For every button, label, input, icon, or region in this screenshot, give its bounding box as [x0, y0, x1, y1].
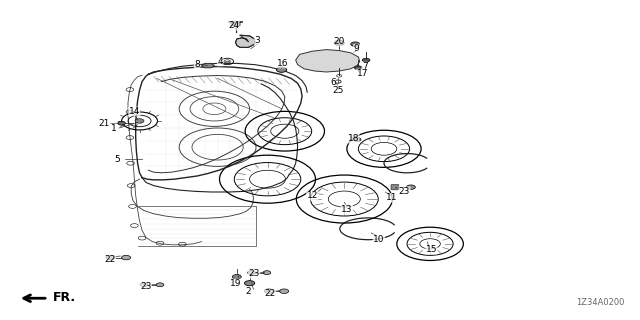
Text: 22: 22 — [104, 255, 116, 264]
Circle shape — [264, 289, 273, 293]
Polygon shape — [296, 50, 360, 72]
Circle shape — [353, 138, 361, 141]
Circle shape — [135, 119, 144, 123]
Text: 23: 23 — [248, 269, 260, 278]
Circle shape — [362, 58, 370, 62]
Circle shape — [106, 255, 115, 260]
Text: 17: 17 — [356, 69, 368, 78]
Text: 4: 4 — [218, 57, 223, 66]
Circle shape — [276, 67, 287, 72]
Text: 3: 3 — [255, 36, 260, 45]
Circle shape — [406, 185, 415, 189]
Circle shape — [244, 281, 255, 286]
Text: 23: 23 — [399, 187, 410, 196]
Text: 7: 7 — [362, 62, 367, 71]
FancyBboxPatch shape — [231, 22, 240, 26]
Circle shape — [334, 40, 344, 45]
Circle shape — [263, 271, 271, 275]
Circle shape — [122, 255, 131, 260]
FancyBboxPatch shape — [391, 185, 399, 190]
Text: 9: 9 — [354, 44, 359, 53]
Circle shape — [156, 283, 164, 287]
Text: FR.: FR. — [52, 291, 76, 304]
Text: 16: 16 — [277, 59, 289, 68]
Text: 13: 13 — [341, 205, 353, 214]
Text: 6: 6 — [330, 78, 335, 87]
Text: 21: 21 — [99, 119, 110, 128]
Text: 22: 22 — [264, 289, 276, 298]
Text: 14: 14 — [129, 107, 140, 116]
Polygon shape — [202, 63, 214, 68]
Circle shape — [232, 275, 241, 279]
Text: 18: 18 — [348, 134, 359, 143]
Text: 20: 20 — [333, 37, 345, 46]
Circle shape — [351, 42, 360, 46]
Text: 19: 19 — [230, 279, 241, 288]
Text: 12: 12 — [307, 191, 318, 200]
Circle shape — [140, 283, 148, 287]
Circle shape — [118, 121, 125, 125]
Text: 23: 23 — [140, 282, 152, 291]
Text: 8: 8 — [195, 60, 200, 69]
Circle shape — [280, 289, 289, 293]
Text: 10: 10 — [373, 235, 385, 244]
Text: 2: 2 — [246, 287, 251, 296]
Text: 24: 24 — [228, 21, 239, 30]
Text: 1: 1 — [111, 124, 116, 133]
Text: 15: 15 — [426, 245, 437, 254]
Text: 5: 5 — [115, 155, 120, 164]
Text: 1Z34A0200: 1Z34A0200 — [575, 298, 624, 307]
Polygon shape — [236, 35, 255, 47]
Text: 25: 25 — [332, 86, 344, 95]
Circle shape — [248, 271, 255, 275]
Text: 11: 11 — [386, 193, 397, 202]
Circle shape — [355, 66, 362, 70]
